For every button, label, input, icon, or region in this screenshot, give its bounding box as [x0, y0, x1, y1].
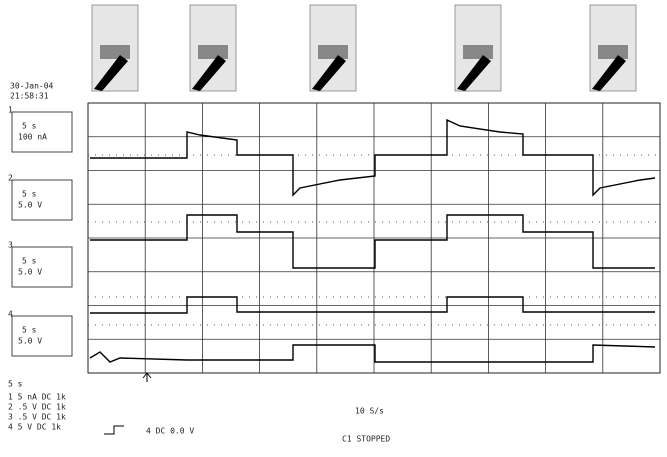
time: 21:58:31: [10, 92, 49, 101]
channel-number: 1: [8, 106, 13, 115]
channel-box: [11, 246, 73, 288]
trigger-arrow: [142, 372, 152, 382]
channel-number: 4: [8, 310, 13, 319]
channel-box: [11, 315, 73, 357]
channel-scale: 5.0 V: [18, 268, 42, 277]
channel-timebase: 5 s: [22, 257, 37, 266]
sample-rate: 10 S/s: [355, 407, 384, 416]
thumbnail: [189, 4, 237, 92]
footer-timebase: 5 s: [8, 380, 23, 389]
channel-timebase: 5 s: [22, 190, 37, 199]
channel-setting: 1 5 nA DC 1k: [8, 393, 66, 402]
trace-3: [90, 296, 655, 314]
status: C1 STOPPED: [342, 435, 390, 444]
channel-box: [11, 179, 73, 221]
trigger: 4 DC 0.0 V: [146, 427, 194, 436]
trace-4: [89, 344, 656, 363]
trace-2: [90, 214, 655, 269]
channel-box: [11, 111, 73, 153]
channel-number: 3: [8, 241, 13, 250]
channel-timebase: 5 s: [22, 326, 37, 335]
trigger-icon: [104, 425, 124, 435]
grid: [88, 103, 660, 373]
channel-timebase: 5 s: [22, 122, 37, 131]
channel-scale: 100 nA: [18, 133, 47, 142]
thumbnail: [309, 4, 357, 92]
channel-scale: 5.0 V: [18, 337, 42, 346]
thumbnail: [91, 4, 139, 92]
channel-setting: 2 .5 V DC 1k: [8, 403, 66, 412]
trace-1: [90, 118, 656, 197]
thumbnail: [454, 4, 502, 92]
channel-boxes: 1 5 s 100 nA 2 5 s 5.0 V 3 5 s 5.0 V 4 5 s 5.0 V: [8, 106, 73, 357]
channel-scale: 5.0 V: [18, 201, 42, 210]
channel-settings: 1 5 nA DC 1k2 .5 V DC 1k3 .5 V DC 1k4 5 …: [8, 393, 66, 432]
channel-number: 2: [8, 174, 13, 183]
channel-setting: 3 .5 V DC 1k: [8, 413, 66, 422]
channel-setting: 4 5 V DC 1k: [8, 423, 61, 432]
date: 30-Jan-04: [10, 82, 54, 91]
thumbnails: [91, 4, 637, 92]
thumbnail: [589, 4, 637, 92]
